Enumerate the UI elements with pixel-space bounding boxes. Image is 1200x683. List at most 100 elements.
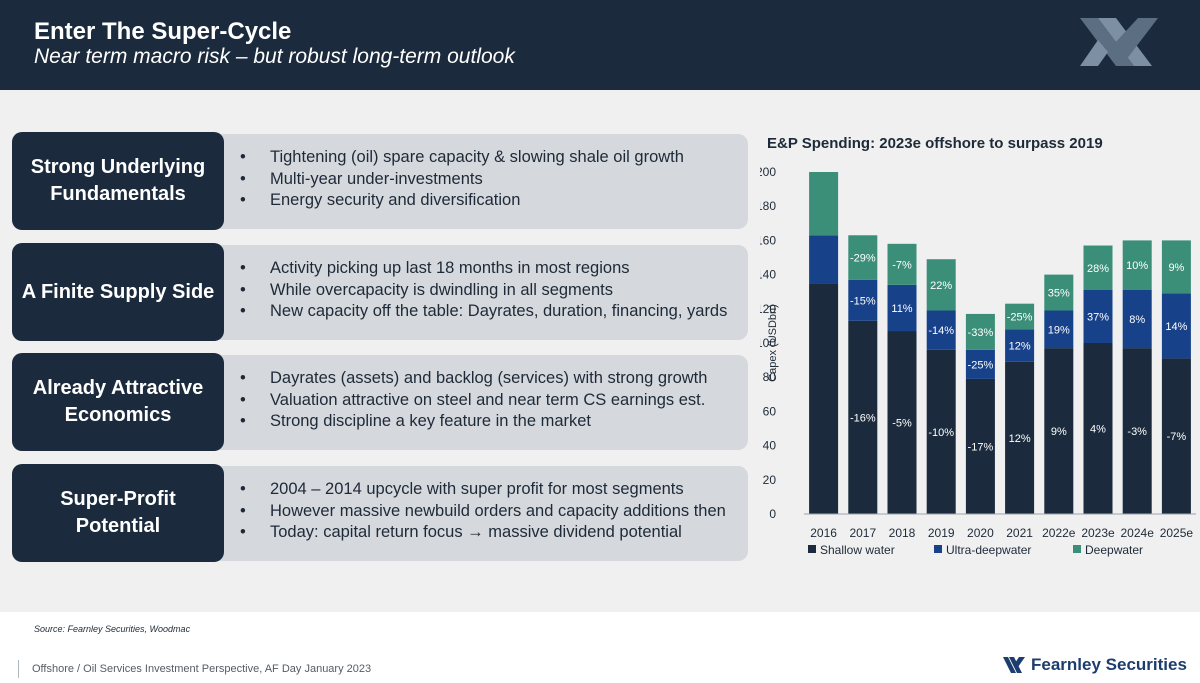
data-label: 35%: [1048, 288, 1070, 300]
data-label: 11%: [891, 303, 912, 315]
bar-segment-ultra-deepwater: [1005, 329, 1035, 362]
y-tick-label: 60: [763, 404, 777, 418]
y-tick-label: 200: [760, 165, 776, 179]
fearnley-brand-icon: [1003, 657, 1025, 673]
data-label: 4%: [1090, 424, 1106, 436]
data-label: -33%: [968, 327, 994, 339]
data-label: -16%: [850, 412, 876, 424]
bar-segment-shallow-water: [848, 320, 878, 514]
capex-stacked-bar-chart: 0 20 40 60 80 100 120 140 160 180 200 Capex (USDbn)…: [760, 165, 1196, 557]
data-label: -7%: [892, 259, 912, 271]
x-tick-label: 2025e: [1160, 526, 1194, 540]
bullet-list: 2004 – 2014 upcycle with super profit fo…: [240, 479, 726, 544]
x-tick-label: 2022e: [1042, 526, 1076, 540]
bullet-item: Valuation attractive on steel and near t…: [240, 390, 707, 412]
data-label: -17%: [968, 441, 994, 453]
data-label: -5%: [892, 418, 912, 430]
header-banner: Enter The Super-Cycle Near term macro ri…: [0, 0, 1200, 90]
bar-segment-shallow-water: [809, 283, 839, 514]
legend-swatch: [808, 545, 816, 553]
bullet-item: Dayrates (assets) and backlog (services)…: [240, 368, 707, 390]
legend-label: Ultra-deepwater: [946, 543, 1031, 557]
chart-title: E&P Spending: 2023e offshore to surpass …: [767, 135, 1103, 152]
data-label: 12%: [1009, 433, 1031, 445]
data-label: 19%: [1048, 324, 1070, 336]
footer-caption: Offshore / Oil Services Investment Persp…: [32, 663, 372, 675]
page-title: Enter The Super-Cycle: [34, 18, 292, 45]
bar-segment-deepwater: [809, 172, 839, 236]
x-tick-label: 2019: [928, 526, 955, 540]
brand-logo: Fearnley Securities: [1003, 655, 1187, 675]
data-label: 9%: [1051, 426, 1067, 438]
data-label: -29%: [850, 253, 876, 265]
bar-segment-deepwater: [1083, 245, 1113, 290]
bullet-list: Tightening (oil) spare capacity & slowin…: [240, 147, 684, 212]
bar-segment-deepwater: [965, 313, 995, 350]
data-label: -7%: [1167, 431, 1187, 443]
data-label: -3%: [1127, 426, 1147, 438]
bullet-item: Today: capital return focus → massive di…: [240, 522, 726, 544]
bar-segment-deepwater: [848, 235, 878, 280]
bar-segment-ultra-deepwater: [926, 310, 956, 350]
data-label: 28%: [1087, 263, 1109, 275]
data-label: -10%: [928, 427, 954, 439]
x-tick-label: 2016: [810, 526, 837, 540]
bar-segment-ultra-deepwater: [887, 284, 917, 332]
pillar-fundamentals: Strong Underlying Fundamentals Tightenin…: [12, 132, 748, 230]
y-tick-label: 80: [763, 370, 777, 384]
bar-segment-deepwater: [1122, 240, 1152, 290]
bar-segment-shallow-water: [887, 331, 917, 514]
data-label: 14%: [1165, 321, 1187, 333]
bar-segment-deepwater: [887, 243, 917, 285]
bar-segment-ultra-deepwater: [1161, 293, 1191, 359]
bar-segment-shallow-water: [1122, 348, 1152, 514]
pillar-supply-side: A Finite Supply Side Activity picking up…: [12, 243, 748, 341]
bar-segment-deepwater: [926, 259, 956, 311]
bar-segment-ultra-deepwater: [1044, 310, 1074, 349]
bullet-item: Multi-year under-investments: [240, 169, 684, 191]
source-note: Source: Fearnley Securities, Woodmac: [34, 624, 191, 634]
bullet-item: New capacity off the table: Dayrates, du…: [240, 301, 727, 323]
bullet-item: While overcapacity is dwindling in all s…: [240, 280, 727, 302]
bar-segment-deepwater: [1005, 303, 1035, 330]
y-tick-label: 120: [760, 302, 776, 316]
data-label: -25%: [968, 359, 994, 371]
data-label: 12%: [1009, 341, 1031, 353]
data-label: -14%: [928, 325, 954, 337]
legend-swatch: [1073, 545, 1081, 553]
pillar-economics: Already Attractive Economics Dayrates (a…: [12, 353, 748, 451]
x-tick-label: 2020: [967, 526, 994, 540]
data-label: 9%: [1168, 262, 1184, 274]
bar-segment-ultra-deepwater: [1083, 289, 1113, 343]
bar-segment-shallow-water: [1161, 358, 1191, 514]
pillar-label: A Finite Supply Side: [12, 243, 224, 341]
y-tick-label: 140: [760, 268, 776, 282]
x-tick-label: 2024e: [1121, 526, 1155, 540]
bar-segment-deepwater: [1161, 240, 1191, 294]
bar-segment-shallow-water: [1083, 343, 1113, 514]
bullet-item: Tightening (oil) spare capacity & slowin…: [240, 147, 684, 169]
legend-swatch: [934, 545, 942, 553]
bullet-item: However massive newbuild orders and capa…: [240, 501, 726, 523]
pillar-super-profit: Super-Profit Potential 2004 – 2014 upcyc…: [12, 464, 748, 562]
bar-segment-ultra-deepwater: [848, 279, 878, 321]
bullet-item: Strong discipline a key feature in the m…: [240, 411, 707, 433]
legend-label: Shallow water: [820, 543, 895, 557]
pillar-label: Strong Underlying Fundamentals: [12, 132, 224, 230]
y-tick-label: 40: [763, 439, 777, 453]
bar-segment-ultra-deepwater: [1122, 289, 1152, 349]
bar-segment-ultra-deepwater: [809, 235, 839, 284]
bullet-item: Activity picking up last 18 months in mo…: [240, 258, 727, 280]
x-tick-label: 2017: [849, 526, 876, 540]
y-tick-label: 100: [760, 336, 776, 350]
data-label: 8%: [1129, 314, 1145, 326]
bullet-list: Activity picking up last 18 months in mo…: [240, 258, 727, 323]
fearnley-x-logo-icon: [1080, 18, 1158, 66]
page-subtitle: Near term macro risk – but robust long-t…: [34, 45, 515, 68]
data-label: -15%: [850, 295, 876, 307]
y-tick-label: 180: [760, 199, 776, 213]
y-tick-label: 160: [760, 233, 776, 247]
y-tick-label: 20: [763, 473, 777, 487]
bullet-list: Dayrates (assets) and backlog (services)…: [240, 368, 707, 433]
footer-divider: [18, 660, 19, 678]
